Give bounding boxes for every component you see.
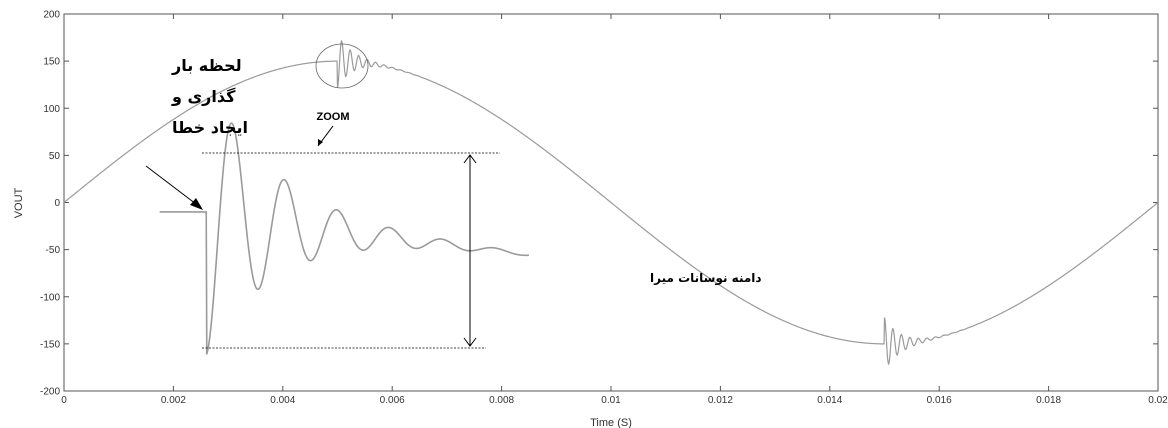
x-tick-label: 0.002 [161, 395, 186, 406]
zoom-label: ZOOM [317, 111, 350, 123]
y-tick-label: 150 [43, 57, 60, 68]
amplitude-arrowhead-top [463, 154, 477, 164]
y-tick-label: 200 [43, 10, 60, 21]
amplitude-arrowhead-bottom [463, 337, 477, 347]
fault-arrowhead [190, 198, 203, 210]
x-tick-label: 0.02 [1148, 395, 1168, 406]
x-tick-label: 0.008 [489, 395, 514, 406]
y-tick-label: 100 [43, 104, 60, 115]
x-tick-label: 0.014 [817, 395, 842, 406]
x-tick-label: 0.01 [601, 395, 621, 406]
x-tick-label: 0.018 [1036, 395, 1061, 406]
fault-arrow [145, 165, 197, 205]
zoom-arrowhead [318, 139, 323, 146]
fault-annotation-line-3: ایجاد خطا [172, 118, 248, 137]
tick-labels: 0 0.002 0.004 0.006 0.008 0.01 0.012 0.014 0.016… [40, 10, 1168, 407]
x-axis-label: Time (S) [590, 417, 632, 428]
zoom-inset-line [159, 122, 529, 355]
y-axis-label: VOUT [13, 187, 25, 218]
y-tick-label: -50 [46, 245, 61, 256]
y-tick-label: 0 [54, 198, 60, 209]
x-tick-label: 0.016 [927, 395, 952, 406]
y-tick-label: -200 [40, 387, 60, 398]
fault-annotation-line-1: لحظه بار [171, 56, 242, 75]
y-tick-label: 50 [49, 151, 61, 162]
amplitude-annotation: دامنه نوسانات میرا [650, 271, 762, 286]
y-tick-label: -150 [40, 339, 60, 350]
x-tick-label: 0.012 [708, 395, 733, 406]
x-tick-label: 0.004 [270, 395, 295, 406]
fault-annotation-line-2: گذاری و [171, 87, 236, 106]
zoom-circle [315, 43, 369, 89]
y-tick-label: -100 [40, 292, 60, 303]
axis-ticks [63, 13, 1159, 392]
x-tick-label: 0.006 [380, 395, 405, 406]
series-line-vout [63, 39, 1159, 366]
x-tick-label: 0 [61, 395, 67, 406]
